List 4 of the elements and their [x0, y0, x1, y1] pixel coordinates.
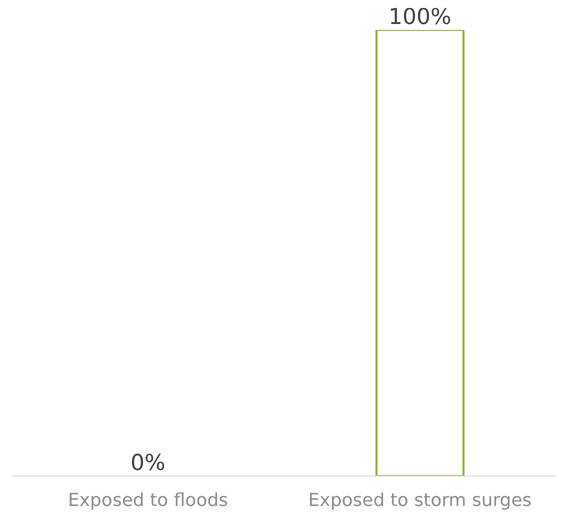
data-label: 100% [388, 5, 452, 30]
data-label: 0% [130, 451, 166, 476]
x-tick-label: Exposed to storm surges [308, 490, 532, 511]
x-tick-label: Exposed to floods [68, 490, 228, 511]
